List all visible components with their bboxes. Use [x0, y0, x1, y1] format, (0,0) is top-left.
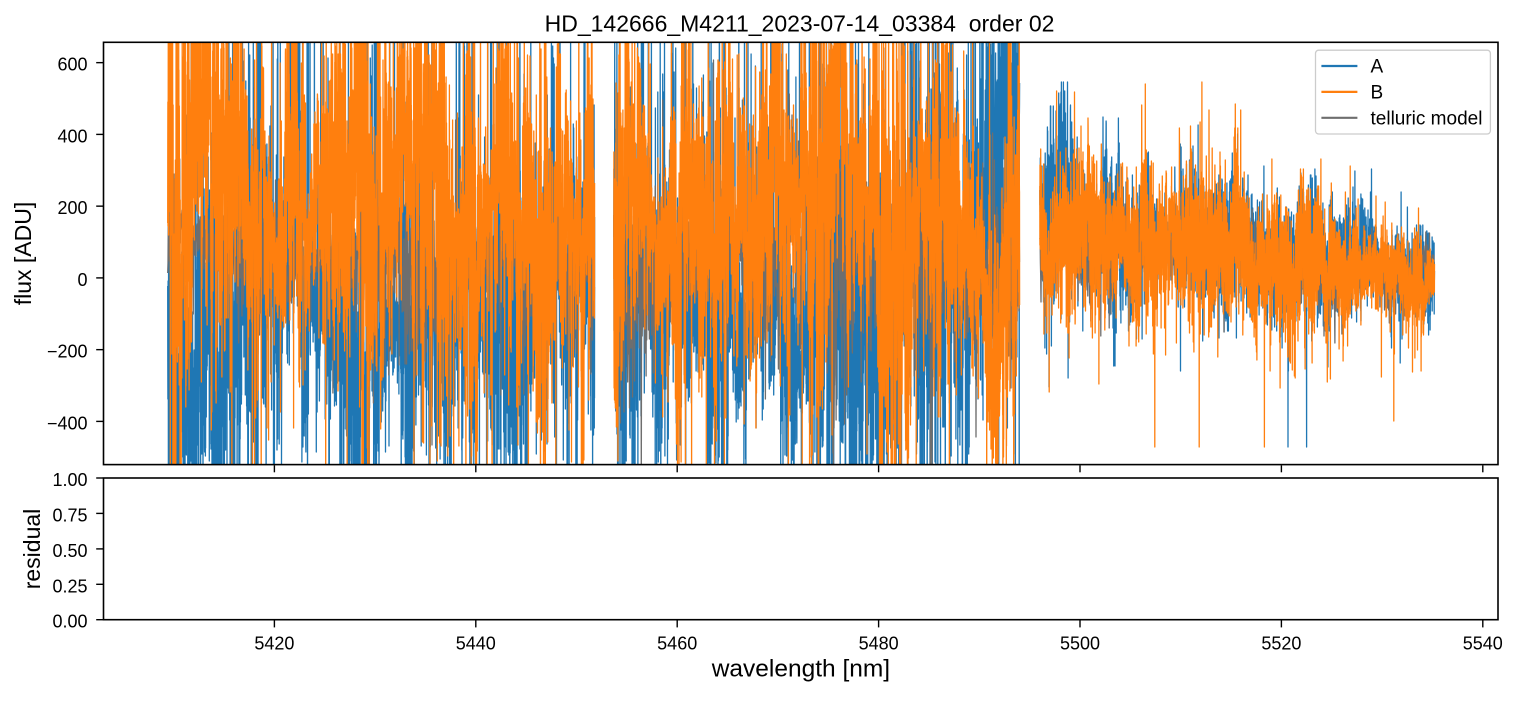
svg-text:5540: 5540: [1463, 634, 1503, 654]
svg-text:1.00: 1.00: [52, 470, 87, 490]
svg-text:5420: 5420: [254, 634, 294, 654]
svg-text:5440: 5440: [456, 634, 496, 654]
svg-text:A: A: [1371, 57, 1384, 78]
svg-text:5500: 5500: [1060, 634, 1100, 654]
svg-text:0.25: 0.25: [52, 576, 87, 596]
svg-text:−200: −200: [47, 342, 88, 362]
svg-text:wavelength [nm]: wavelength [nm]: [711, 656, 890, 683]
svg-text:HD_142666_M4211_2023-07-14_033: HD_142666_M4211_2023-07-14_03384 order 0…: [545, 11, 1055, 37]
svg-text:B: B: [1371, 82, 1384, 103]
svg-text:−400: −400: [47, 413, 88, 433]
svg-text:5520: 5520: [1261, 634, 1301, 654]
svg-text:5480: 5480: [859, 634, 899, 654]
svg-text:flux [ADU]: flux [ADU]: [10, 202, 36, 306]
svg-text:200: 200: [57, 198, 87, 218]
svg-text:0.75: 0.75: [52, 505, 87, 525]
svg-text:0.50: 0.50: [52, 541, 87, 561]
svg-text:5460: 5460: [657, 634, 697, 654]
svg-text:600: 600: [57, 55, 87, 75]
svg-text:0.00: 0.00: [52, 612, 87, 632]
svg-text:telluric model: telluric model: [1371, 108, 1483, 129]
svg-text:0: 0: [77, 270, 87, 290]
svg-text:residual: residual: [19, 509, 45, 590]
svg-text:400: 400: [57, 126, 87, 146]
